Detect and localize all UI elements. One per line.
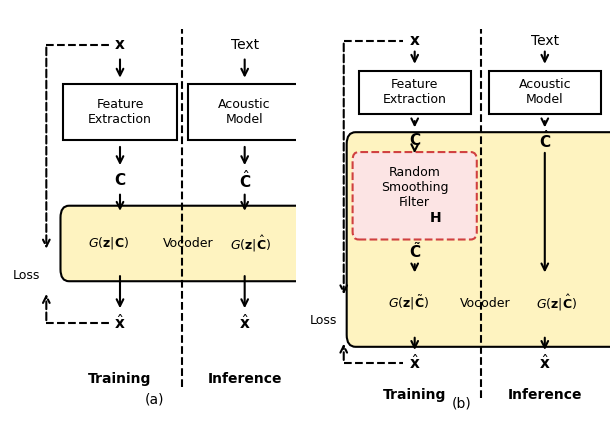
Text: $\hat{\mathbf{C}}$: $\hat{\mathbf{C}}$ bbox=[238, 169, 251, 191]
Text: $\mathbf{x}$: $\mathbf{x}$ bbox=[114, 37, 126, 52]
Text: $G(\mathbf{z}|\hat{\mathbf{C}})$: $G(\mathbf{z}|\hat{\mathbf{C}})$ bbox=[230, 233, 271, 254]
Text: $\hat{\mathbf{x}}$: $\hat{\mathbf{x}}$ bbox=[239, 314, 251, 332]
Bar bbox=[488, 70, 601, 114]
Text: $\mathbf{H}$: $\mathbf{H}$ bbox=[429, 211, 442, 225]
Text: Loss: Loss bbox=[309, 314, 337, 327]
Text: Training: Training bbox=[88, 372, 152, 386]
FancyBboxPatch shape bbox=[347, 132, 616, 347]
Text: Acoustic
Model: Acoustic Model bbox=[519, 79, 571, 106]
Text: Text: Text bbox=[230, 38, 259, 52]
Text: Training: Training bbox=[383, 388, 447, 401]
Text: Acoustic
Model: Acoustic Model bbox=[218, 98, 271, 126]
Text: (b): (b) bbox=[452, 397, 472, 410]
Bar bbox=[188, 85, 301, 140]
Text: $G(\mathbf{z}|\tilde{\mathbf{C}})$: $G(\mathbf{z}|\tilde{\mathbf{C}})$ bbox=[388, 294, 429, 312]
Text: Vocoder: Vocoder bbox=[460, 297, 511, 310]
Text: $\hat{\mathbf{x}}$: $\hat{\mathbf{x}}$ bbox=[409, 353, 421, 372]
Text: Loss: Loss bbox=[13, 269, 40, 282]
Bar bbox=[359, 70, 471, 114]
Text: $\tilde{\mathbf{C}}$: $\tilde{\mathbf{C}}$ bbox=[408, 241, 421, 261]
Text: Vocoder: Vocoder bbox=[163, 237, 213, 250]
Text: $\mathbf{x}$: $\mathbf{x}$ bbox=[409, 33, 421, 48]
Text: $\mathbf{C}$: $\mathbf{C}$ bbox=[114, 172, 126, 188]
Text: $\mathbf{C}$: $\mathbf{C}$ bbox=[408, 132, 421, 148]
FancyBboxPatch shape bbox=[352, 152, 477, 239]
Text: (a): (a) bbox=[144, 392, 164, 407]
Text: $G(\mathbf{z}|\mathbf{C})$: $G(\mathbf{z}|\mathbf{C})$ bbox=[88, 235, 129, 251]
Text: $\hat{\mathbf{C}}$: $\hat{\mathbf{C}}$ bbox=[539, 129, 551, 151]
Text: Feature
Extraction: Feature Extraction bbox=[88, 98, 152, 126]
Text: Inference: Inference bbox=[508, 388, 582, 401]
Text: Feature
Extraction: Feature Extraction bbox=[383, 79, 447, 106]
FancyBboxPatch shape bbox=[60, 206, 315, 281]
Bar bbox=[63, 85, 177, 140]
Text: $\hat{\mathbf{x}}$: $\hat{\mathbf{x}}$ bbox=[114, 314, 126, 332]
Text: $G(\mathbf{z}|\hat{\mathbf{C}})$: $G(\mathbf{z}|\hat{\mathbf{C}})$ bbox=[536, 293, 577, 313]
Text: Random
Smoothing
Filter: Random Smoothing Filter bbox=[381, 166, 448, 210]
Text: Text: Text bbox=[531, 34, 559, 48]
Text: $\hat{\mathbf{x}}$: $\hat{\mathbf{x}}$ bbox=[539, 353, 551, 372]
Text: Inference: Inference bbox=[208, 372, 282, 386]
